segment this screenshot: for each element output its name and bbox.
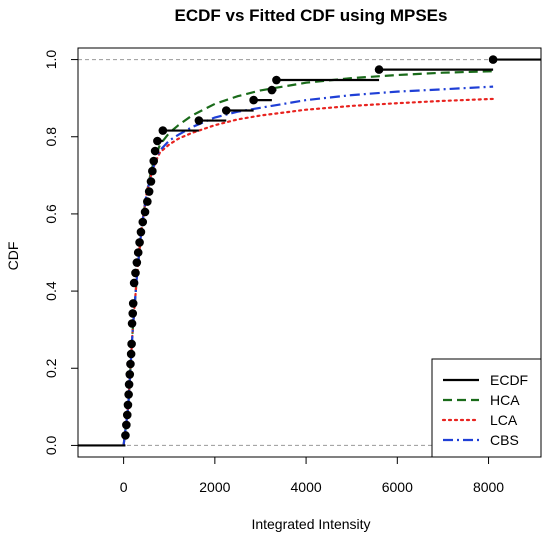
legend-label-ecdf: ECDF	[490, 372, 528, 388]
ecdf-point	[122, 410, 132, 420]
ecdf-point	[148, 166, 157, 176]
x-tick-label: 4000	[291, 479, 322, 495]
y-tick-label: 0.6	[43, 204, 59, 224]
legend-label-hca: HCA	[490, 392, 520, 408]
ecdf-point	[128, 299, 138, 308]
y-tick-label: 1.0	[43, 50, 59, 70]
ecdf-point	[140, 207, 150, 217]
ecdf-point	[129, 278, 139, 288]
ecdf-point	[488, 55, 498, 64]
y-tick-label: 0.4	[43, 281, 59, 301]
x-axis-label: Integrated Intensity	[251, 516, 370, 532]
ecdf-point	[143, 197, 152, 206]
y-tick-label: 0.8	[43, 127, 59, 147]
ecdf-point	[136, 227, 146, 237]
ecdf-point	[135, 238, 144, 247]
x-tick-label: 8000	[473, 479, 504, 495]
ecdf-point	[131, 268, 140, 278]
ecdf-point	[249, 95, 258, 105]
y-tick-label: 0.0	[43, 435, 59, 455]
ecdf-point	[194, 116, 204, 125]
ecdf-point	[127, 339, 136, 349]
axes: 0 2000 4000 6000 8000 0.0 0.2 0.4 0.6 0.8 1.0	[43, 47, 542, 495]
series-layer	[78, 55, 541, 447]
ecdf-point	[128, 309, 138, 318]
ecdf-point	[121, 431, 130, 440]
x-tick-label: 0	[120, 479, 128, 495]
ecdf-point	[267, 85, 277, 95]
ecdf-point	[153, 136, 162, 146]
legend-label-cbs: CBS	[490, 432, 519, 448]
ecdf-point	[126, 359, 135, 369]
ecdf-point	[123, 400, 133, 410]
ecdf-point	[221, 106, 231, 115]
ecdf-point	[125, 370, 135, 379]
ecdf-point	[124, 380, 134, 389]
ecdf-point	[133, 248, 143, 257]
ecdf-point	[144, 187, 154, 196]
ecdf-point	[138, 217, 148, 227]
ecdf-point	[150, 146, 160, 156]
chart-title: ECDF vs Fitted CDF using MPSEs	[175, 6, 448, 25]
ecdf-point	[374, 65, 384, 74]
ecdf-point	[126, 349, 136, 359]
ecdf-point	[132, 258, 142, 267]
ecdf-point	[124, 390, 133, 399]
ecdf-point	[272, 75, 281, 85]
legend-label-lca: LCA	[490, 412, 518, 428]
x-tick-label: 2000	[199, 479, 230, 495]
ecdf-point	[149, 156, 159, 166]
y-axis-label: CDF	[5, 242, 21, 271]
ecdf-point	[127, 319, 137, 328]
series-line-hca	[122, 70, 494, 446]
ecdf-point	[122, 420, 131, 430]
y-tick-label: 0.2	[43, 358, 59, 378]
ecdf-point	[146, 177, 156, 186]
legend: ECDF HCA LCA CBS	[431, 358, 542, 458]
ecdf-point	[158, 126, 168, 135]
x-tick-label: 6000	[382, 479, 413, 495]
